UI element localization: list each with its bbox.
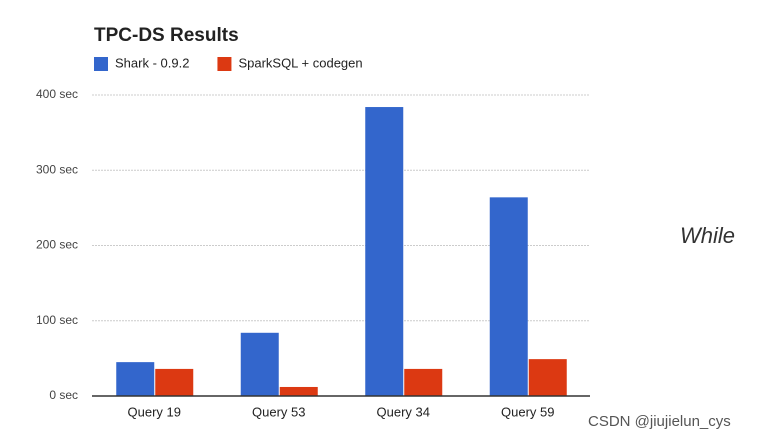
legend-swatch (94, 57, 108, 71)
y-tick-label: 0 sec (49, 388, 78, 402)
legend-swatch (217, 57, 232, 71)
bar (279, 386, 318, 396)
bar (365, 107, 404, 396)
watermark: CSDN @jiujielun_cys (588, 413, 731, 430)
y-tick-label: 200 sec (36, 238, 78, 252)
bar (155, 368, 194, 396)
bar (240, 332, 279, 396)
chart-title: TPC-DS Results (94, 25, 239, 46)
legend-label: SparkSQL + codegen (238, 55, 362, 70)
x-tick-label: Query 34 (377, 404, 430, 419)
bar (116, 362, 155, 396)
annotation: While (680, 223, 735, 248)
bar (528, 359, 567, 396)
x-tick-label: Query 59 (501, 404, 554, 419)
bar (404, 368, 443, 396)
y-tick-label: 400 sec (36, 87, 78, 101)
legend-label: Shark - 0.9.2 (115, 55, 189, 70)
x-tick-label: Query 53 (252, 404, 305, 419)
y-tick-label: 100 sec (36, 313, 78, 327)
x-tick-label: Query 19 (128, 404, 181, 419)
y-tick-label: 300 sec (36, 162, 78, 176)
bar (489, 197, 528, 396)
